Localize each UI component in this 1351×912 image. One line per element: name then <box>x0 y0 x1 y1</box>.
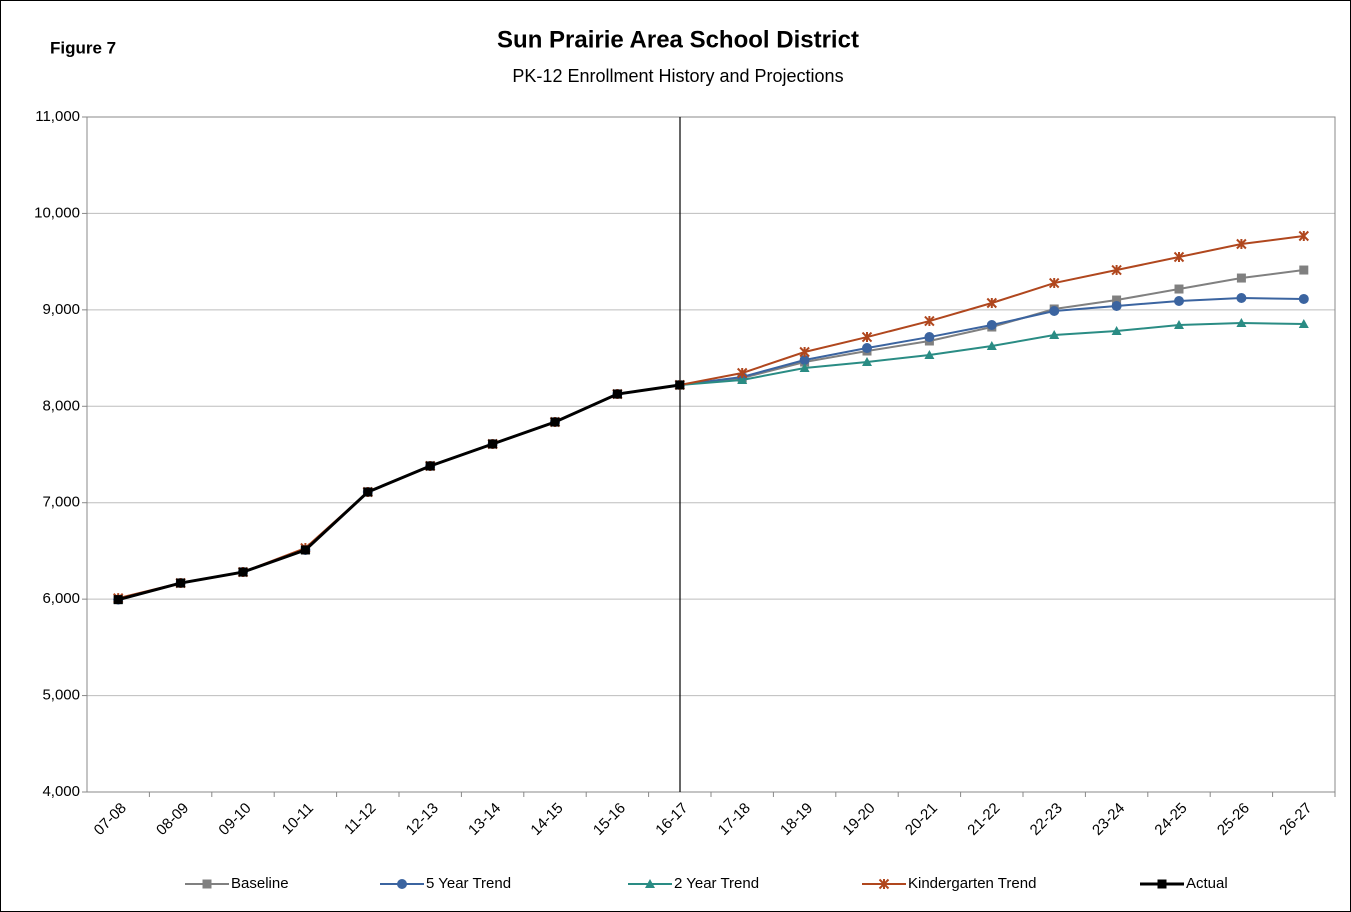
figure-label: Figure 7 <box>50 38 116 57</box>
y-tick-label: 10,000 <box>34 204 80 221</box>
legend-label: Kindergarten Trend <box>908 875 1036 892</box>
marker <box>737 374 748 384</box>
marker <box>1298 293 1309 304</box>
marker <box>1049 306 1060 317</box>
marker <box>1174 319 1184 329</box>
marker <box>397 879 407 889</box>
legend-label: 2 Year Trend <box>674 875 759 892</box>
marker <box>612 389 622 399</box>
marker <box>1236 238 1247 250</box>
marker <box>799 346 810 358</box>
marker <box>238 567 248 577</box>
chart-title: Sun Prairie Area School District <box>497 26 859 53</box>
series-line <box>117 383 681 602</box>
grid <box>87 116 1335 793</box>
legend-label: 5 Year Trend <box>426 875 511 892</box>
y-tick-label: 5,000 <box>42 687 80 704</box>
y-tick-label: 6,000 <box>42 590 80 607</box>
marker <box>1298 319 1309 329</box>
marker <box>986 341 997 351</box>
marker <box>1298 230 1310 242</box>
marker <box>363 487 373 497</box>
legend-label: Baseline <box>231 875 289 892</box>
marker <box>1174 284 1184 294</box>
legend-label: Actual <box>1186 875 1228 892</box>
marker <box>1236 292 1247 303</box>
marker <box>675 380 685 390</box>
marker <box>1111 264 1122 276</box>
marker <box>986 297 998 309</box>
y-tick-label: 4,000 <box>42 783 80 800</box>
y-tick-label: 11,000 <box>35 108 80 125</box>
marker <box>1111 301 1122 311</box>
marker <box>799 355 810 365</box>
marker <box>1236 317 1247 327</box>
marker <box>1299 265 1309 275</box>
marker <box>1173 251 1185 263</box>
marker <box>425 461 435 471</box>
y-tick-label: 7,000 <box>42 494 80 511</box>
marker <box>736 367 748 379</box>
marker <box>924 349 935 359</box>
marker <box>645 879 655 888</box>
marker <box>300 545 310 555</box>
marker <box>924 332 935 343</box>
marker <box>1049 330 1060 340</box>
marker <box>924 315 935 327</box>
y-tick-label: 8,000 <box>42 397 80 414</box>
chart-subtitle: PK-12 Enrollment History and Projections <box>512 66 843 86</box>
marker <box>202 879 212 889</box>
y-tick-label: 9,000 <box>42 301 80 318</box>
marker <box>878 878 890 890</box>
marker <box>1048 277 1060 289</box>
marker <box>550 417 560 427</box>
marker <box>799 363 810 373</box>
marker <box>1174 295 1184 306</box>
marker <box>1111 325 1122 335</box>
marker <box>488 439 498 449</box>
marker <box>113 595 123 605</box>
marker <box>1112 295 1122 305</box>
marker <box>1236 273 1246 283</box>
marker <box>176 578 186 588</box>
marker <box>862 343 872 354</box>
marker <box>1157 879 1167 889</box>
marker <box>861 331 873 343</box>
marker <box>986 319 997 330</box>
marker <box>862 357 872 367</box>
